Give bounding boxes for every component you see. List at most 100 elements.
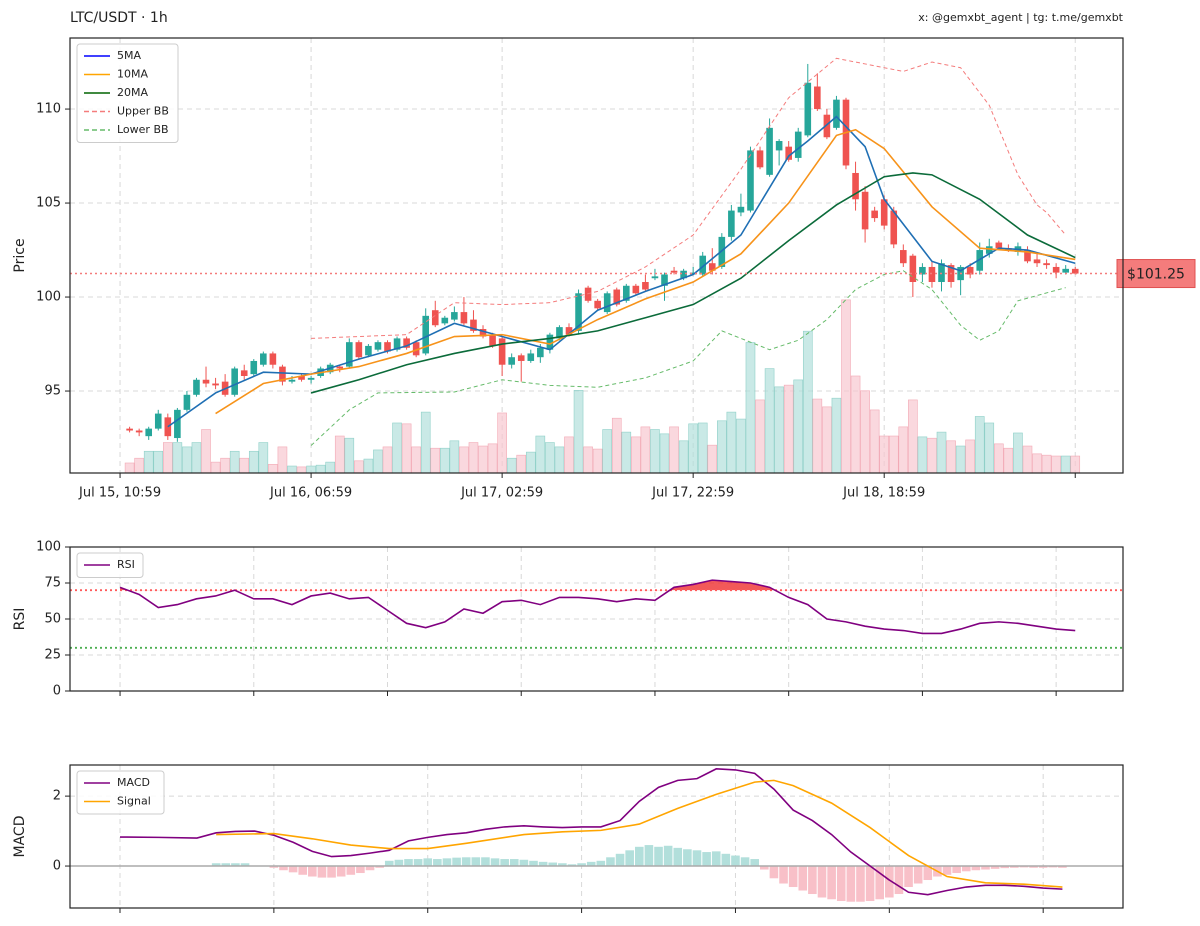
series-line: [167, 115, 1076, 428]
histogram-bar: [990, 866, 1000, 869]
x-tick-label: Jul 16, 06:59: [269, 486, 352, 501]
volume-bar: [1003, 447, 1014, 474]
histogram-bar: [663, 845, 673, 867]
volume-bar: [707, 444, 718, 474]
histogram-bar: [336, 866, 346, 877]
histogram-bar: [221, 863, 231, 867]
volume-bar: [831, 397, 842, 474]
volume-bar: [239, 457, 250, 474]
x-tick-label: Jul 18, 18:59: [842, 486, 925, 501]
volume-bar: [640, 426, 651, 474]
histogram-bar: [1029, 866, 1038, 868]
histogram-bar: [971, 866, 981, 871]
candle-body: [756, 150, 764, 168]
volume-bar: [764, 368, 775, 474]
candle-body: [269, 353, 277, 365]
histogram-bar: [750, 859, 759, 867]
volume-bar: [592, 448, 603, 474]
volume-bar: [774, 386, 784, 474]
volume-bar: [802, 330, 813, 474]
histogram-bar: [1010, 866, 1019, 868]
y-tick-label: 50: [44, 612, 61, 627]
volume-bar: [994, 443, 1004, 474]
histogram-bar: [702, 852, 711, 867]
volume-bar: [229, 450, 240, 474]
histogram-bar: [760, 866, 769, 870]
volume-bar: [783, 384, 794, 474]
histogram-bar: [394, 859, 404, 867]
volume-bar: [965, 439, 975, 474]
candle-body: [126, 428, 133, 431]
legend-label: 20MA: [117, 86, 148, 99]
histogram-bar: [481, 857, 490, 867]
histogram-bar: [413, 859, 423, 867]
series-line: [216, 779, 1063, 888]
volume-bar: [449, 440, 460, 474]
histogram-bar: [634, 846, 644, 867]
volume-bar: [812, 398, 823, 474]
histogram-bar: [298, 866, 308, 875]
legend: MACD Signal: [76, 770, 165, 815]
histogram-bar: [875, 866, 885, 900]
histogram-bar: [856, 866, 865, 902]
candle-body: [412, 342, 420, 356]
chart-title: LTC/USDT · 1h: [70, 10, 168, 26]
legend-label: MACD: [117, 776, 150, 789]
histogram-bar: [798, 866, 808, 891]
volume-bar: [248, 450, 259, 474]
candle-body: [938, 263, 945, 283]
histogram-bar: [211, 863, 221, 867]
legend-label: 10MA: [117, 68, 148, 81]
y-tick-label: 105: [36, 196, 61, 211]
volume-bar: [879, 435, 890, 474]
candle-body: [451, 312, 458, 320]
candle-body: [880, 199, 888, 226]
histogram-bar: [788, 866, 798, 888]
histogram-bar: [375, 866, 384, 868]
volume-bar: [373, 449, 383, 474]
volume-bar: [602, 429, 612, 474]
volume-bar: [631, 436, 641, 474]
volume-bar: [545, 442, 555, 474]
volume-bar: [478, 445, 488, 474]
y-tick-label: 95: [44, 384, 61, 399]
histogram-bar: [490, 858, 500, 867]
legend: RSI: [76, 552, 144, 578]
volume-bar: [468, 442, 479, 474]
volume-bar: [611, 417, 622, 474]
candle-body: [384, 342, 391, 352]
volume-bar: [363, 458, 374, 474]
volume-bar: [669, 426, 679, 474]
volume-bar: [1070, 455, 1081, 474]
histogram-bar: [885, 866, 894, 898]
histogram-bar: [558, 863, 567, 867]
histogram-bar: [721, 853, 731, 867]
legend-label: 5MA: [117, 49, 141, 62]
series-line: [311, 57, 1067, 339]
volume-bar: [860, 390, 870, 474]
histogram-bar: [548, 862, 558, 867]
volume-bar: [946, 440, 956, 474]
volume-bar: [736, 418, 746, 474]
candle-body: [154, 413, 162, 429]
candle-body: [174, 409, 181, 439]
candle-body: [422, 315, 430, 354]
histogram-bar: [240, 863, 250, 867]
histogram-bar: [519, 859, 529, 867]
volume-bar: [688, 423, 698, 474]
histogram-bar: [346, 866, 356, 875]
legend-box: [76, 43, 179, 143]
candle-body: [298, 375, 305, 380]
series-line: [310, 172, 1076, 394]
candle-body: [900, 250, 907, 264]
candle-body: [775, 141, 783, 151]
candle-body: [489, 334, 496, 346]
histogram-bar: [471, 857, 481, 867]
candle-body: [546, 334, 554, 350]
candle-body: [240, 370, 248, 376]
volume-bar: [459, 446, 469, 474]
histogram-bar: [836, 866, 846, 902]
y-tick-label: 25: [44, 648, 61, 663]
histogram-bar: [269, 866, 279, 868]
volume-bar: [659, 433, 670, 474]
